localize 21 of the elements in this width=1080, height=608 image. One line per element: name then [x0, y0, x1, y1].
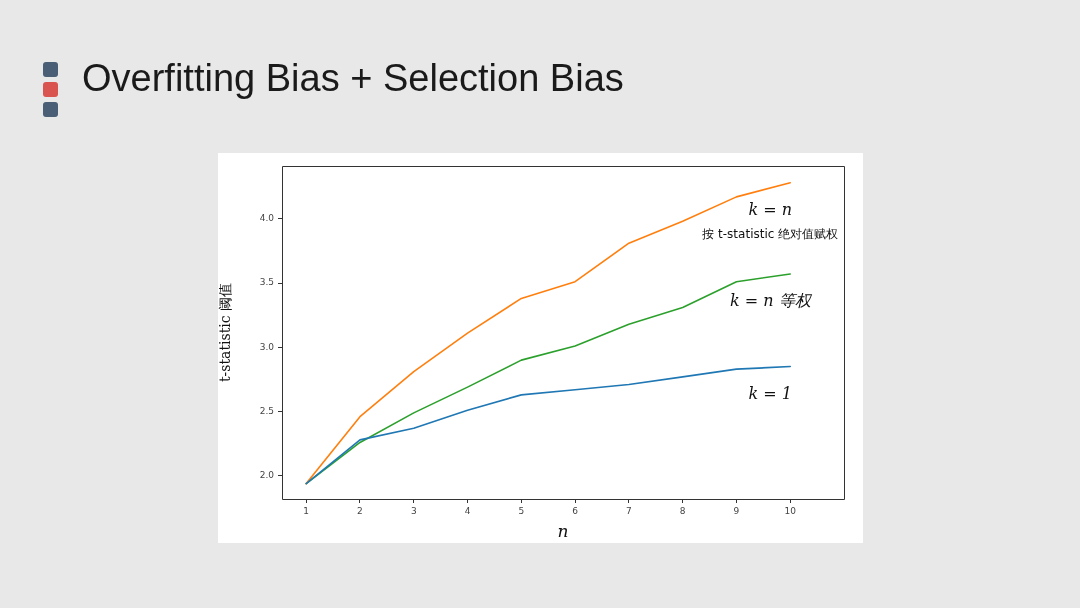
x-tick-label: 3 — [410, 505, 417, 516]
series-label: k = n 等权 — [729, 291, 813, 311]
y-tick-label: 3.0 — [259, 341, 275, 352]
y-axis-title: t-statistic 阈值 — [217, 282, 234, 383]
x-tick-label: 5 — [518, 505, 525, 516]
chart-title: Overfitting Bias + Selection Bias — [82, 56, 624, 101]
x-tick-label: 2 — [357, 505, 363, 516]
x-axis-title: n — [557, 521, 569, 542]
series-label: k = n 按 t-statistic 绝对值赋权 — [702, 199, 839, 241]
x-tick-label: 6 — [572, 505, 579, 516]
series-label: k = 1 — [748, 383, 792, 403]
x-tick-label: 9 — [733, 505, 740, 516]
x-tick-label: 10 — [784, 505, 797, 516]
y-tick-label: 3.5 — [259, 277, 274, 288]
x-tick-label: 7 — [626, 505, 632, 516]
y-tick-label: 2.5 — [259, 405, 274, 416]
x-tick-label: 4 — [464, 505, 471, 516]
x-tick-label: 8 — [679, 505, 686, 516]
y-tick-label: 2.0 — [259, 470, 275, 481]
x-tick-label: 1 — [303, 505, 310, 516]
y-tick-label: 4.0 — [259, 213, 275, 224]
